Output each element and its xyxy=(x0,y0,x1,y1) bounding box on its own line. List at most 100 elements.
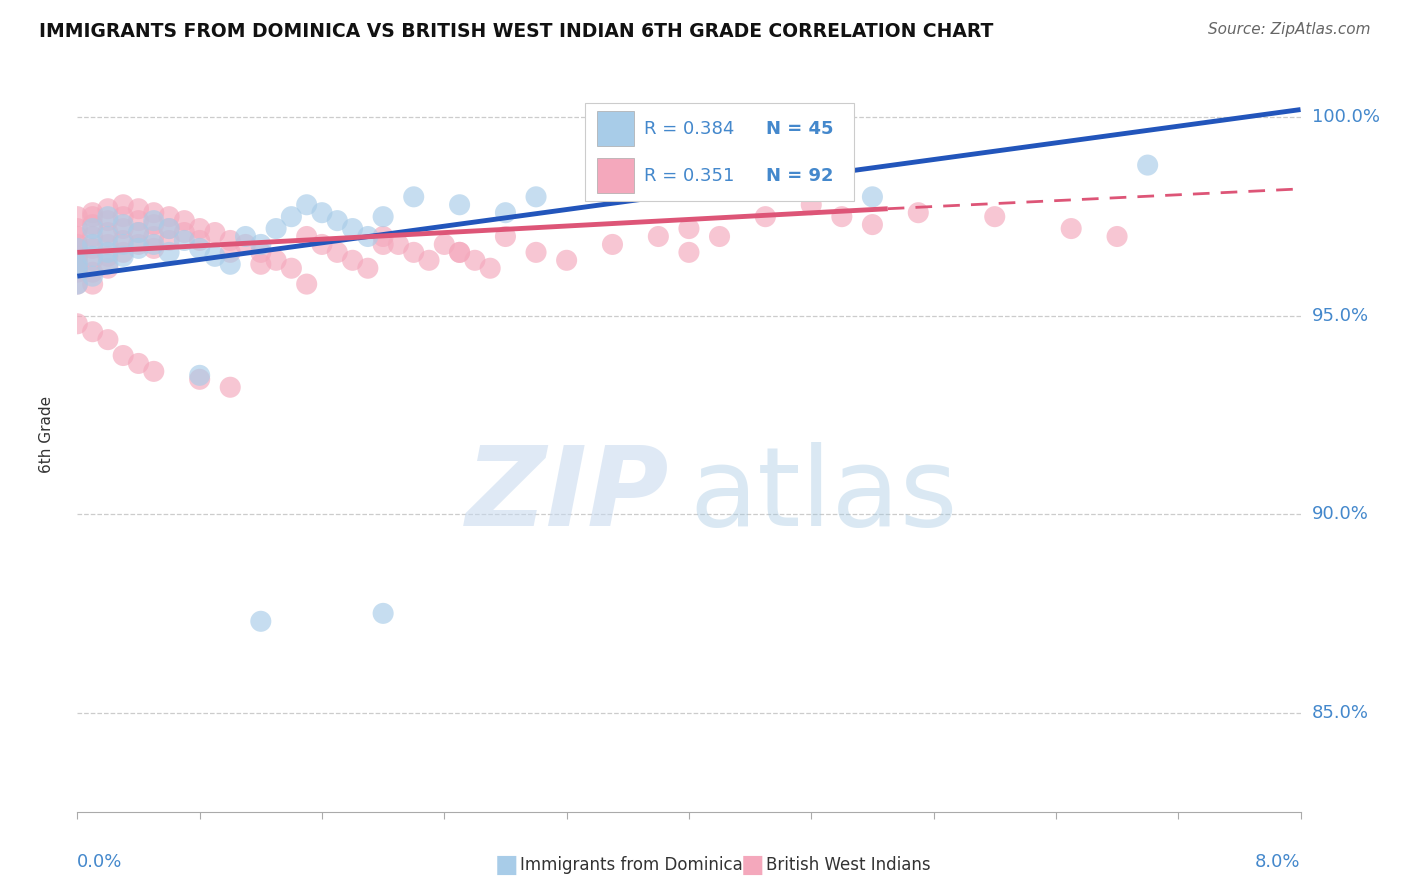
Point xyxy=(235,237,257,252)
Point xyxy=(173,213,195,227)
Point xyxy=(495,205,517,219)
Point xyxy=(495,229,517,244)
Point xyxy=(326,245,349,260)
Point xyxy=(82,249,104,263)
Point xyxy=(66,265,89,279)
Point xyxy=(82,277,104,291)
Point xyxy=(250,245,273,260)
Text: R = 0.351: R = 0.351 xyxy=(644,167,734,185)
Point xyxy=(157,234,180,248)
Point xyxy=(280,261,302,276)
Point xyxy=(157,221,180,235)
Point xyxy=(754,210,776,224)
Point xyxy=(127,202,149,216)
Point xyxy=(219,380,242,394)
Text: Source: ZipAtlas.com: Source: ZipAtlas.com xyxy=(1208,22,1371,37)
Point xyxy=(66,221,89,235)
Text: 95.0%: 95.0% xyxy=(1312,307,1369,325)
Text: ZIP: ZIP xyxy=(465,442,669,549)
Point xyxy=(66,241,89,255)
Point xyxy=(371,237,394,252)
Point xyxy=(82,253,104,268)
Point xyxy=(860,218,884,232)
Point xyxy=(204,249,226,263)
Point xyxy=(112,349,135,363)
Point xyxy=(82,265,104,279)
Point xyxy=(188,372,211,386)
Text: 8.0%: 8.0% xyxy=(1256,854,1301,871)
Point xyxy=(1136,158,1159,172)
Point xyxy=(402,245,425,260)
Point xyxy=(479,261,502,276)
Point xyxy=(188,221,211,235)
Point xyxy=(66,261,89,276)
Point xyxy=(112,249,135,263)
Point xyxy=(66,317,89,331)
FancyBboxPatch shape xyxy=(598,111,634,146)
Point xyxy=(127,237,149,252)
Point xyxy=(82,221,104,235)
Point xyxy=(250,257,273,271)
Text: atlas: atlas xyxy=(689,442,957,549)
Point xyxy=(142,205,165,219)
Point xyxy=(295,198,318,212)
Point xyxy=(82,218,104,232)
Text: Immigrants from Dominica: Immigrants from Dominica xyxy=(520,856,742,874)
Point xyxy=(449,245,471,260)
Point xyxy=(709,229,731,244)
Point xyxy=(112,237,135,252)
Point xyxy=(127,226,149,240)
Point xyxy=(602,237,624,252)
Point xyxy=(142,237,165,252)
Point xyxy=(449,198,471,212)
Point xyxy=(142,229,165,244)
Point xyxy=(97,245,120,260)
Point xyxy=(97,202,120,216)
Point xyxy=(647,229,669,244)
Point xyxy=(602,182,624,196)
Point xyxy=(97,213,120,227)
Point xyxy=(97,229,120,244)
Point xyxy=(342,221,364,235)
FancyBboxPatch shape xyxy=(585,103,853,202)
Point xyxy=(204,226,226,240)
Point xyxy=(142,364,165,378)
Point xyxy=(402,190,425,204)
Point xyxy=(219,245,242,260)
Point xyxy=(311,205,333,219)
Point xyxy=(464,253,486,268)
Point xyxy=(112,218,135,232)
Point xyxy=(678,221,700,235)
Point xyxy=(188,368,211,383)
Point xyxy=(173,234,195,248)
Text: British West Indians: British West Indians xyxy=(766,856,931,874)
Text: IMMIGRANTS FROM DOMINICA VS BRITISH WEST INDIAN 6TH GRADE CORRELATION CHART: IMMIGRANTS FROM DOMINICA VS BRITISH WEST… xyxy=(39,22,994,41)
Point xyxy=(82,229,104,244)
Point xyxy=(97,226,120,240)
Point xyxy=(66,249,89,263)
Point xyxy=(280,210,302,224)
Point xyxy=(678,245,700,260)
Point xyxy=(97,237,120,252)
Point xyxy=(1107,229,1129,244)
Point xyxy=(66,257,89,271)
Point xyxy=(66,210,89,224)
Point xyxy=(371,210,394,224)
FancyBboxPatch shape xyxy=(598,158,634,194)
Point xyxy=(97,257,120,271)
Point xyxy=(984,210,1007,224)
Point xyxy=(326,213,349,227)
Point xyxy=(97,249,120,263)
Point xyxy=(112,221,135,235)
Point xyxy=(157,210,180,224)
Text: 6th Grade: 6th Grade xyxy=(39,396,55,474)
Point xyxy=(831,210,853,224)
Point xyxy=(112,210,135,224)
Point xyxy=(219,234,242,248)
Point xyxy=(66,277,89,291)
Point xyxy=(157,221,180,235)
Point xyxy=(1060,221,1083,235)
Point xyxy=(127,356,149,370)
Point xyxy=(357,229,380,244)
Point xyxy=(82,241,104,255)
